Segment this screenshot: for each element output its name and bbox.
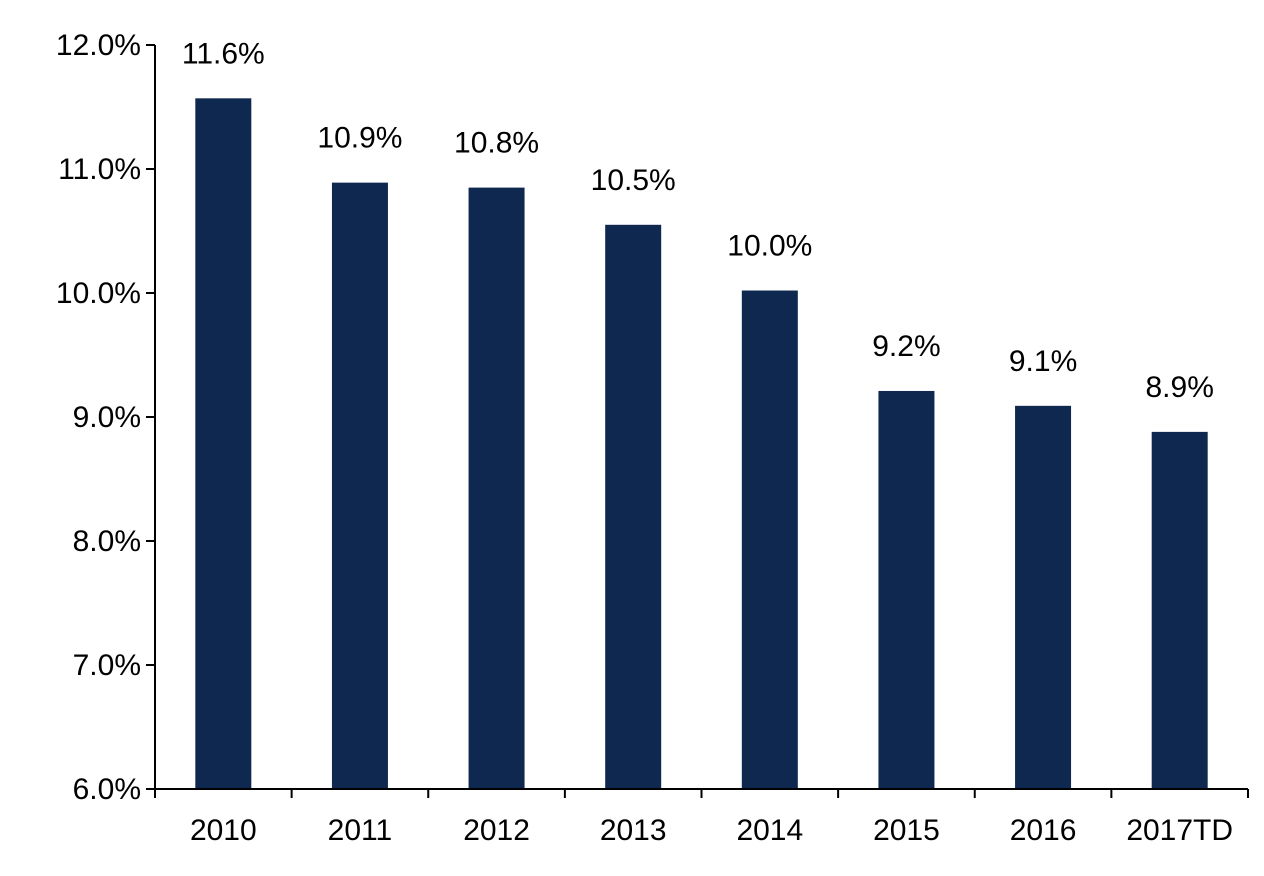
y-tick-label: 7.0% <box>73 649 141 682</box>
x-tick-label: 2011 <box>328 814 393 847</box>
bar-2013 <box>605 224 662 790</box>
y-tick-label: 8.0% <box>73 525 141 558</box>
y-tick-label: 6.0% <box>73 773 141 806</box>
data-label: 9.1% <box>1009 345 1077 378</box>
bar-2016 <box>1015 405 1072 789</box>
data-label: 8.9% <box>1145 371 1213 404</box>
data-label: 10.9% <box>317 122 402 155</box>
y-tick-label: 10.0% <box>56 277 141 310</box>
y-axis-ticks: 6.0% 7.0% 8.0% 9.0% 10.0% 11.0% 12.0% <box>56 29 155 806</box>
data-label: 10.0% <box>727 230 812 263</box>
bar-2017td <box>1151 431 1208 789</box>
bar-2014 <box>741 290 798 789</box>
bar-2012 <box>468 187 525 790</box>
data-label: 11.6% <box>182 37 265 70</box>
x-tick-label: 2017TD <box>1126 814 1233 847</box>
x-tick-label: 2013 <box>600 814 667 847</box>
x-tick-label: 2016 <box>1010 814 1077 847</box>
data-label: 10.5% <box>591 164 676 197</box>
data-labels: 11.6% 10.9% 10.8% 10.5% 10.0% 9.2% 9.1% 8.9% <box>182 37 1214 404</box>
x-tick-label: 2012 <box>463 814 530 847</box>
bar-2011 <box>331 182 388 789</box>
data-label: 9.2% <box>872 330 940 363</box>
y-tick-label: 11.0% <box>58 153 141 186</box>
x-tick-label: 2014 <box>736 814 803 847</box>
data-label: 10.8% <box>454 127 539 160</box>
bars-layer <box>195 98 1208 790</box>
bar-2015 <box>878 390 935 789</box>
y-tick-label: 12.0% <box>56 29 141 62</box>
x-tick-label: 2015 <box>873 814 940 847</box>
y-tick-label: 9.0% <box>73 401 141 434</box>
x-axis-ticks: 2010 2011 2012 2013 2014 2015 2016 2017TD <box>154 789 1249 847</box>
x-tick-label: 2010 <box>190 814 257 847</box>
bar-2010 <box>195 98 252 789</box>
axes <box>154 45 1248 790</box>
